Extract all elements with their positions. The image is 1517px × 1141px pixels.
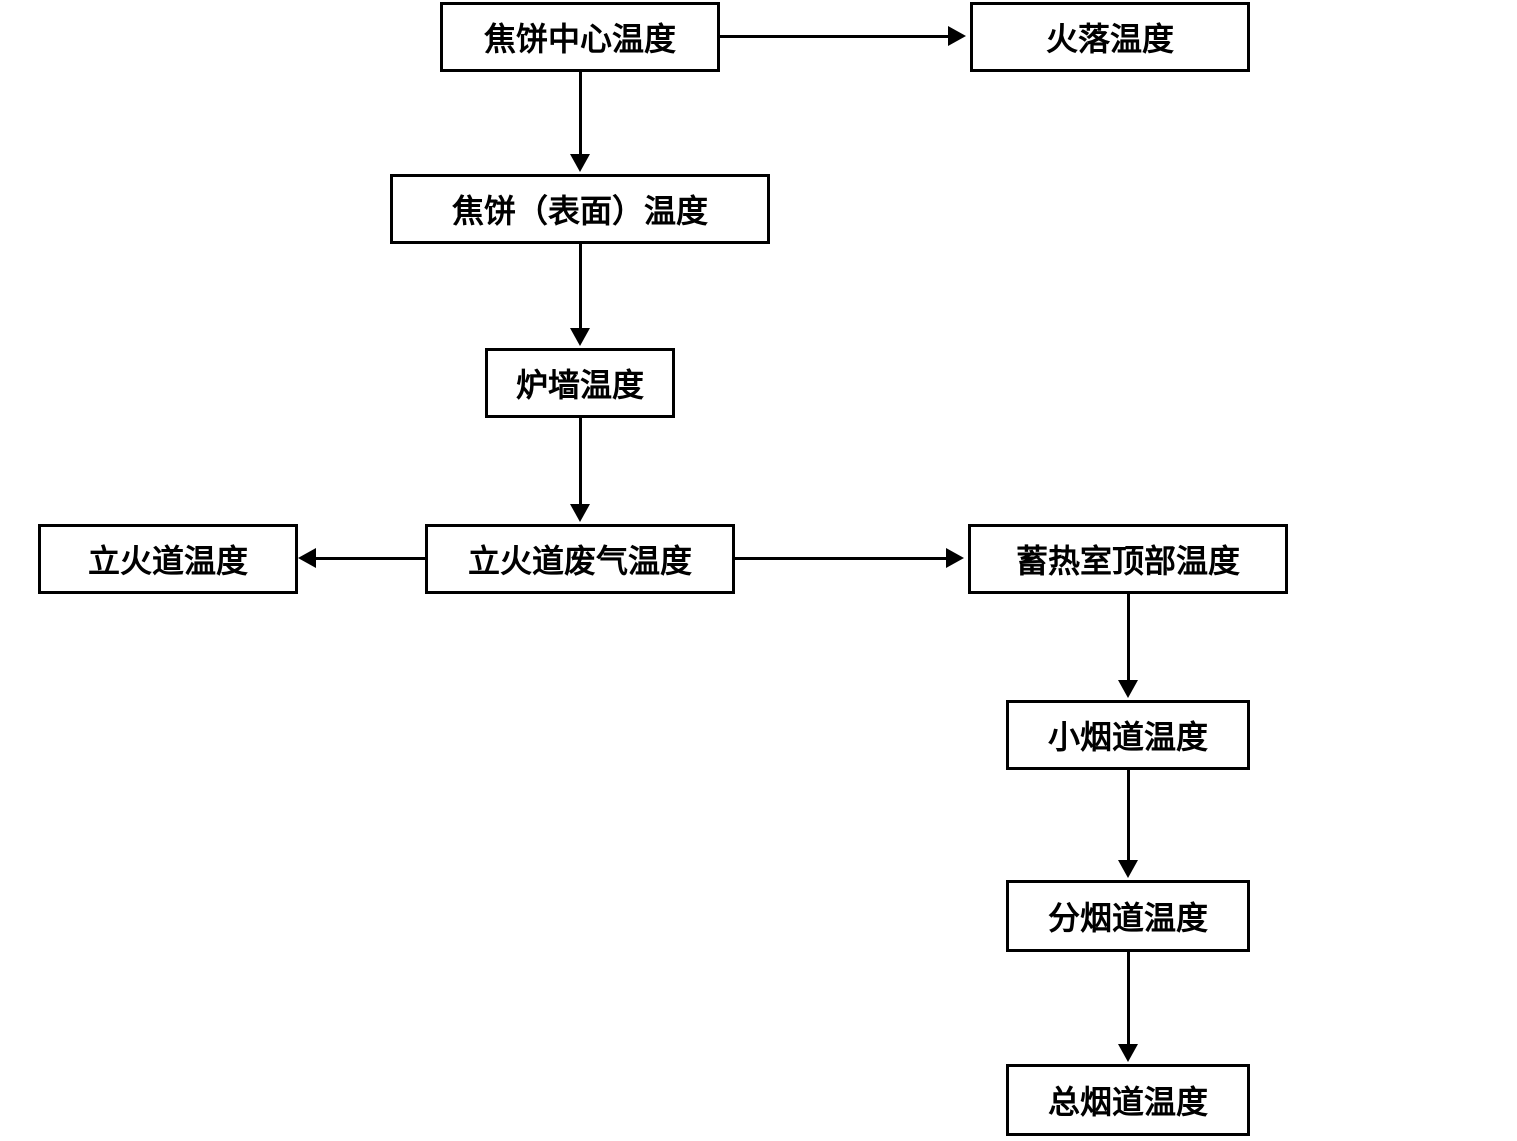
arrow-head-down-icon	[570, 154, 590, 172]
arrow-line	[1127, 770, 1130, 860]
node-label: 立火道温度	[88, 536, 248, 582]
arrow-line	[735, 557, 946, 560]
node-vertical-flue-waste-gas-temp: 立火道废气温度	[425, 524, 735, 594]
arrow-line	[316, 557, 425, 560]
node-coke-surface-temp: 焦饼（表面）温度	[390, 174, 770, 244]
arrow-line	[579, 418, 582, 504]
node-label: 蓄热室顶部温度	[1016, 536, 1240, 582]
arrow-line	[1127, 594, 1130, 680]
arrow-head-down-icon	[1118, 1044, 1138, 1062]
node-label: 小烟道温度	[1048, 712, 1208, 758]
arrow-head-right-icon	[948, 26, 966, 46]
arrow-head-down-icon	[570, 504, 590, 522]
node-branch-flue-temp: 分烟道温度	[1006, 880, 1250, 952]
node-label: 炉墙温度	[516, 360, 644, 406]
arrow-head-left-icon	[298, 548, 316, 568]
node-furnace-wall-temp: 炉墙温度	[485, 348, 675, 418]
node-label: 立火道废气温度	[468, 536, 692, 582]
node-coke-center-temp: 焦饼中心温度	[440, 2, 720, 72]
arrow-line	[579, 244, 582, 328]
arrow-head-down-icon	[570, 328, 590, 346]
node-label: 总烟道温度	[1048, 1077, 1208, 1123]
node-main-flue-temp: 总烟道温度	[1006, 1064, 1250, 1136]
node-label: 焦饼中心温度	[484, 14, 676, 60]
arrow-line	[720, 35, 948, 38]
node-regenerator-top-temp: 蓄热室顶部温度	[968, 524, 1288, 594]
node-label: 分烟道温度	[1048, 893, 1208, 939]
node-label: 焦饼（表面）温度	[452, 186, 708, 232]
arrow-head-down-icon	[1118, 860, 1138, 878]
node-fire-drop-temp: 火落温度	[970, 2, 1250, 72]
node-small-flue-temp: 小烟道温度	[1006, 700, 1250, 770]
arrow-line	[579, 72, 582, 154]
arrow-head-down-icon	[1118, 680, 1138, 698]
arrow-head-right-icon	[946, 548, 964, 568]
arrow-line	[1127, 952, 1130, 1044]
node-vertical-flue-temp: 立火道温度	[38, 524, 298, 594]
node-label: 火落温度	[1046, 14, 1174, 60]
